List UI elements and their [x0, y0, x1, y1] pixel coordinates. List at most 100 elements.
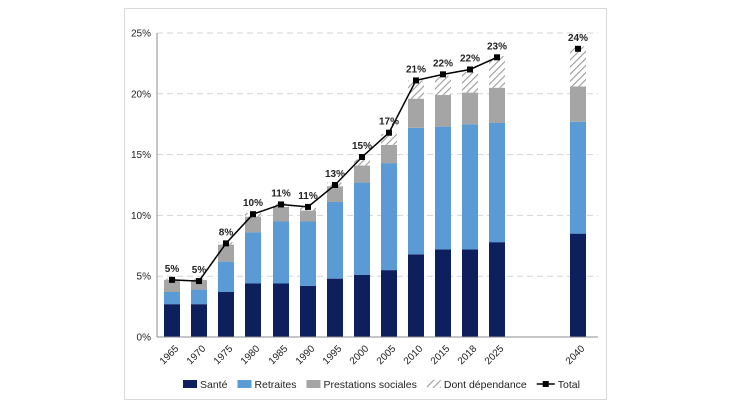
bar-dont-d-pendance-2000 — [354, 159, 370, 166]
bar-sant-2025 — [489, 242, 505, 337]
bar-prestations-sociales-1975 — [218, 244, 234, 262]
bar-prestations-sociales-2005 — [381, 144, 397, 164]
data-label-2015: 22% — [433, 58, 453, 69]
bar-sant-2018 — [462, 249, 478, 337]
total-marker-2025 — [494, 54, 500, 61]
data-label-2010: 21% — [406, 64, 426, 75]
total-marker-2018 — [467, 66, 473, 73]
total-marker-2040 — [575, 45, 581, 52]
x-tick-label: 1995 — [321, 343, 345, 367]
x-tick-label: 1985 — [267, 343, 291, 367]
bar-prestations-sociales-1970 — [191, 279, 207, 290]
total-marker-1970 — [196, 278, 202, 285]
x-tick-label: 2018 — [456, 343, 480, 367]
bar-retraites-1965 — [164, 292, 180, 305]
total-line — [169, 45, 581, 285]
data-label-1995: 13% — [325, 169, 345, 180]
data-labels: 5% 5% 8% 10% 11% 11% 13% 15% 17% 21% 22% 22% 23% 24% — [165, 33, 588, 276]
data-label-1990: 11% — [298, 191, 318, 202]
data-label-2040: 24% — [568, 33, 588, 44]
total-marker-1975 — [223, 240, 229, 247]
bar-sant-1965 — [164, 304, 180, 337]
total-marker-1990 — [305, 203, 311, 210]
bar-retraites-2015 — [435, 126, 451, 250]
legend-sant-swatch — [183, 380, 197, 388]
total-marker-2005 — [386, 129, 392, 136]
bar-retraites-2000 — [354, 182, 370, 275]
bar-retraites-1985 — [273, 221, 289, 284]
x-tick-label: 1970 — [185, 343, 209, 367]
total-marker-1980 — [250, 211, 256, 218]
legend-prestations-sociales-swatch — [306, 380, 321, 388]
bar-prestations-sociales-2025 — [489, 87, 505, 123]
bar-retraites-1970 — [191, 289, 207, 305]
x-tick-label: 2015 — [429, 343, 453, 367]
bar-prestations-sociales-1985 — [273, 206, 289, 222]
data-label-2005: 17% — [379, 117, 399, 128]
bar-dont-d-pendance-2005 — [381, 133, 397, 145]
legend-retraites-swatch — [237, 380, 252, 388]
bar-sant-2015 — [435, 249, 451, 337]
bar-prestations-sociales-2018 — [462, 92, 478, 125]
bar-retraites-2005 — [381, 163, 397, 271]
total-marker-1995 — [332, 182, 338, 188]
total-marker-1985 — [278, 201, 284, 208]
bar-retraites-2018 — [462, 124, 478, 250]
data-label-1970: 5% — [192, 265, 207, 276]
legend: Santé Retraites Prestations sociales Dont d… — [183, 379, 580, 391]
chart-frame — [124, 8, 607, 400]
total-marker-2015 — [440, 71, 446, 78]
bar-retraites-1975 — [218, 261, 234, 293]
total-marker-2000 — [359, 154, 365, 161]
bar-prestations-sociales-2010 — [408, 98, 424, 128]
bar-sant-2000 — [354, 274, 370, 337]
bar-dont-d-pendance-2015 — [435, 75, 451, 96]
data-label-2000: 15% — [352, 141, 372, 152]
bar-prestations-sociales-2015 — [435, 95, 451, 127]
bar-retraites-1995 — [327, 202, 343, 279]
legend-total-label: Total — [558, 379, 580, 391]
bar-dont-d-pendance-2018 — [462, 71, 478, 93]
total-marker-1965 — [169, 276, 175, 283]
bar-sant-1975 — [218, 292, 234, 337]
bar-sant-1985 — [273, 283, 289, 337]
y-tick-label: 25% — [131, 29, 151, 40]
bar-dont-d-pendance-2010 — [408, 80, 424, 99]
data-label-1975: 8% — [219, 227, 234, 238]
legend-dont-d-pendance-swatch — [426, 380, 441, 388]
bar-prestations-sociales-1990 — [300, 210, 316, 222]
x-tick-label: 2025 — [483, 343, 507, 367]
data-label-1980: 10% — [243, 198, 263, 209]
bar-sant-2040 — [570, 233, 586, 337]
y-tick-label: 5% — [137, 272, 152, 283]
bar-sant-1980 — [245, 283, 261, 337]
bar-prestations-sociales-1995 — [327, 186, 343, 203]
data-label-2025: 23% — [487, 41, 507, 52]
x-tick-label: 2010 — [402, 343, 426, 367]
bar-retraites-2025 — [489, 122, 505, 243]
bar-dont-d-pendance-2025 — [489, 56, 505, 88]
bar-sant-1970 — [191, 304, 207, 337]
bar-prestations-sociales-1980 — [245, 216, 261, 233]
x-tick-label: 1980 — [239, 343, 263, 367]
bar-retraites-2040 — [570, 121, 586, 234]
bar-sant-1995 — [327, 278, 343, 337]
x-tick-label: 1975 — [212, 343, 236, 367]
y-tick-label: 0% — [137, 333, 152, 344]
legend-retraites-label: Retraites — [254, 379, 296, 391]
legend-prestations-sociales-label: Prestations sociales — [323, 379, 416, 391]
bar-retraites-1990 — [300, 221, 316, 286]
bar-retraites-1980 — [245, 232, 261, 284]
bars — [164, 46, 586, 337]
bar-prestations-sociales-2040 — [570, 86, 586, 122]
x-tick-label: 2000 — [348, 343, 372, 367]
bar-sant-2010 — [408, 254, 424, 337]
y-axis: 0% 5% 10% 15% 20% 25% — [131, 29, 158, 344]
legend-dont-d-pendance-label: Dont dépendance — [444, 379, 527, 391]
y-tick-label: 10% — [131, 211, 151, 222]
total-marker-2010 — [413, 77, 419, 84]
x-tick-label: 1990 — [294, 343, 318, 367]
legend-total-marker — [542, 381, 549, 387]
x-tick-label: 1965 — [158, 343, 182, 367]
